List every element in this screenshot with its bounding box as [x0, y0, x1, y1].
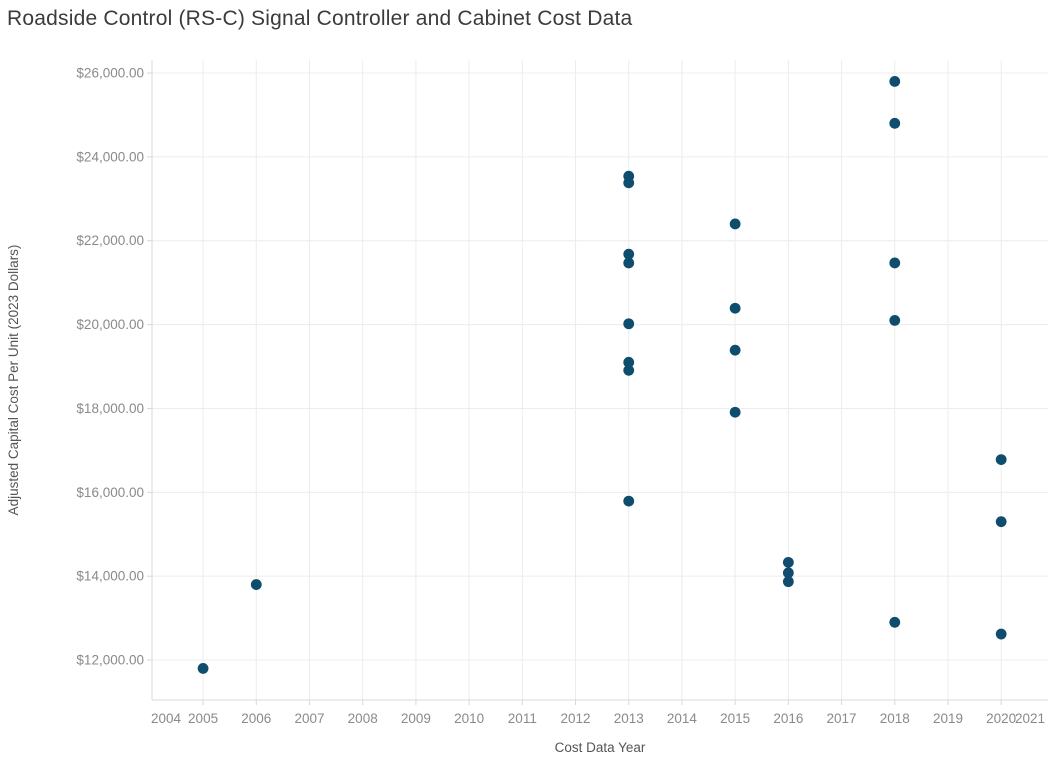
- y-axis-tick-label: $18,000.00: [76, 401, 144, 416]
- data-point[interactable]: [782, 556, 794, 568]
- x-axis-tick-label: 2012: [561, 711, 591, 726]
- data-point[interactable]: [623, 364, 635, 376]
- data-point[interactable]: [782, 576, 794, 588]
- x-axis-tick-label: 2018: [880, 711, 910, 726]
- x-axis-tick-label: 2004: [151, 711, 182, 726]
- x-axis-tick-label: 2013: [614, 711, 644, 726]
- data-point[interactable]: [623, 248, 635, 260]
- chart-title: Roadside Control (RS-C) Signal Controlle…: [7, 7, 633, 30]
- x-axis-tick-label: 2020: [986, 711, 1016, 726]
- data-point[interactable]: [623, 356, 635, 368]
- data-point[interactable]: [782, 567, 794, 579]
- x-axis-tick-label: 2014: [667, 711, 698, 726]
- data-point[interactable]: [995, 454, 1007, 466]
- y-axis-tick-label: $12,000.00: [76, 653, 144, 668]
- y-axis-tick-label: $20,000.00: [76, 317, 144, 332]
- y-axis-tick-label: $16,000.00: [76, 485, 144, 500]
- y-axis-title: Adjusted Capital Cost Per Unit (2023 Dol…: [6, 245, 21, 516]
- data-point[interactable]: [623, 495, 635, 507]
- data-point[interactable]: [729, 344, 741, 356]
- data-point[interactable]: [197, 663, 209, 674]
- data-point[interactable]: [250, 579, 262, 590]
- data-point[interactable]: [995, 628, 1007, 640]
- data-point[interactable]: [623, 257, 635, 269]
- data-point[interactable]: [889, 616, 901, 628]
- data-point[interactable]: [623, 318, 635, 330]
- x-axis-tick-label: 2007: [294, 711, 324, 726]
- data-point[interactable]: [889, 314, 901, 326]
- data-point[interactable]: [889, 117, 901, 129]
- x-axis-tick-label: 2017: [827, 711, 857, 726]
- x-axis-title: Cost Data Year: [555, 740, 646, 755]
- x-axis-tick-label: 2008: [348, 711, 378, 726]
- y-axis-tick-label: $26,000.00: [76, 65, 144, 80]
- y-axis-tick-label: $22,000.00: [76, 233, 144, 248]
- x-axis-tick-label: 2019: [933, 711, 963, 726]
- data-point[interactable]: [995, 516, 1007, 528]
- y-axis-tick-label: $14,000.00: [76, 569, 144, 584]
- x-axis-tick-label: 2015: [720, 711, 750, 726]
- x-axis-tick-label: 2016: [773, 711, 803, 726]
- y-axis-tick-label: $24,000.00: [76, 149, 144, 164]
- x-axis-tick-label: 2005: [188, 711, 218, 726]
- x-axis-tick-label: 2009: [401, 711, 431, 726]
- data-point[interactable]: [729, 218, 741, 230]
- data-point[interactable]: [623, 177, 635, 189]
- data-point[interactable]: [729, 406, 741, 418]
- data-point[interactable]: [729, 302, 741, 314]
- x-axis-tick-label: 2010: [454, 711, 484, 726]
- data-point[interactable]: [889, 75, 901, 87]
- x-axis-tick-label: 2021: [1015, 711, 1045, 726]
- x-axis-tick-label: 2006: [241, 711, 271, 726]
- data-point[interactable]: [889, 257, 901, 269]
- x-axis-tick-label: 2011: [508, 711, 537, 726]
